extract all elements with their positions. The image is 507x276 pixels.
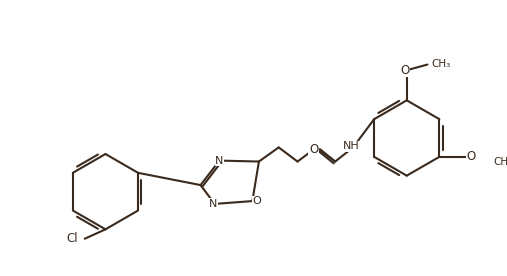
Text: O: O [400, 64, 410, 77]
Text: NH: NH [343, 142, 359, 152]
Text: N: N [215, 156, 224, 166]
Text: O: O [252, 196, 262, 206]
Text: O: O [309, 143, 318, 156]
Text: CH₃: CH₃ [431, 59, 450, 69]
Text: CH₃: CH₃ [494, 158, 507, 168]
Text: O: O [467, 150, 476, 163]
Text: Cl: Cl [67, 232, 78, 245]
Text: N: N [208, 199, 217, 209]
